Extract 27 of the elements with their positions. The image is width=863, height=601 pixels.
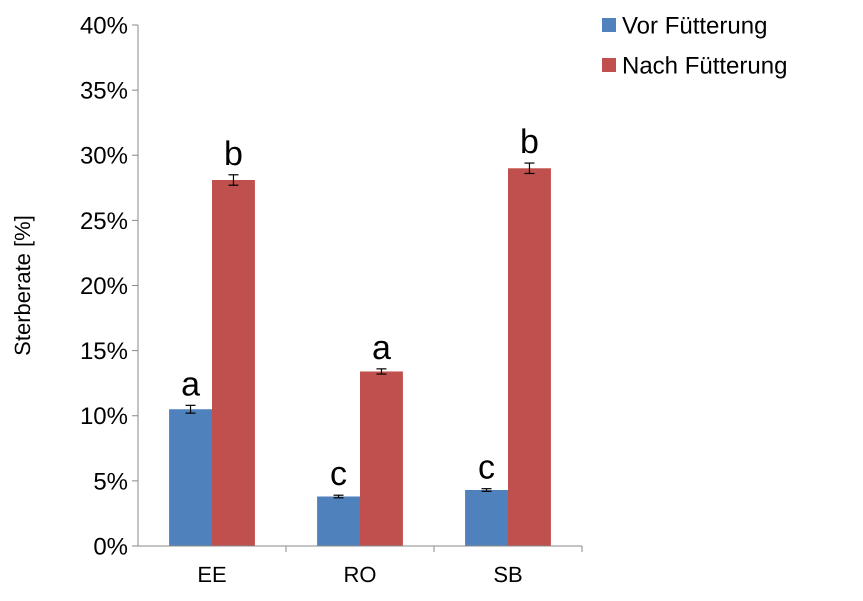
y-tick-label: 5% <box>93 468 128 496</box>
bar <box>360 371 403 546</box>
annotation: c <box>478 448 496 487</box>
legend-label: Nach Fütterung <box>622 52 788 80</box>
annotation: b <box>224 134 243 173</box>
y-tick-label: 25% <box>80 208 128 235</box>
y-tick-label: 30% <box>80 142 128 170</box>
annotation: b <box>520 123 539 162</box>
annotation: a <box>181 365 200 404</box>
y-tick-label: 20% <box>80 272 128 300</box>
bar <box>317 496 360 546</box>
y-tick-label: 0% <box>93 533 128 560</box>
bar <box>212 180 255 546</box>
bar <box>465 490 508 546</box>
annotation: c <box>330 455 348 494</box>
y-tick-label: 35% <box>80 78 128 105</box>
bar <box>508 168 551 546</box>
y-tick-label: 15% <box>80 338 128 366</box>
annotation: a <box>372 328 391 367</box>
bar <box>169 409 212 546</box>
legend-label: Vor Fütterung <box>622 12 768 40</box>
x-tick-label: SB <box>493 562 523 587</box>
y-tick-label: 10% <box>80 403 128 430</box>
x-tick-label: EE <box>197 562 227 587</box>
x-tick-label: RO <box>344 562 376 587</box>
y-axis-title: Sterberate [%] <box>10 215 35 356</box>
y-tick-label: 40% <box>80 12 128 40</box>
